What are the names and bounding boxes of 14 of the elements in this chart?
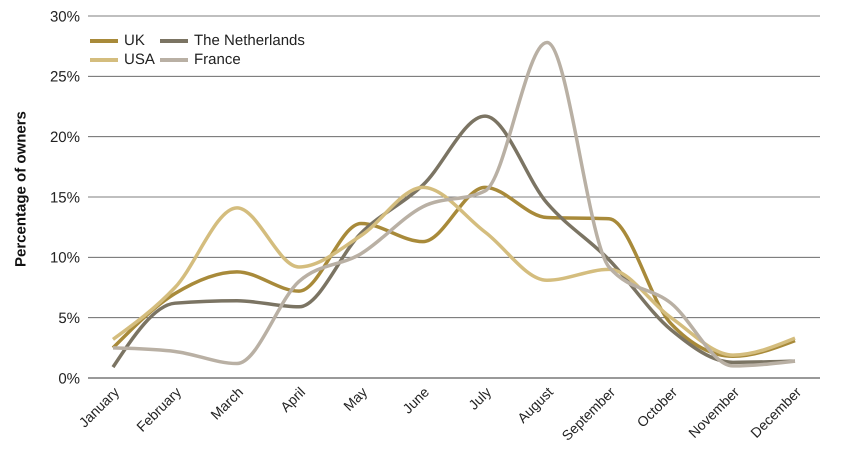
y-tick-label: 15% bbox=[50, 189, 80, 206]
y-axis-title: Percentage of owners bbox=[12, 111, 30, 267]
x-tick-label: July bbox=[465, 384, 494, 413]
y-tick-label: 20% bbox=[50, 128, 80, 146]
y-tick-label: 0% bbox=[58, 370, 80, 388]
legend-label: USA bbox=[124, 51, 155, 68]
y-tick-label: 5% bbox=[58, 310, 80, 327]
legend-label: The Netherlands bbox=[194, 32, 305, 49]
y-tick-label: 25% bbox=[50, 68, 80, 86]
x-tick-label: May bbox=[340, 384, 370, 414]
y-tick-label: 10% bbox=[50, 250, 80, 267]
legend-label: UK bbox=[124, 32, 145, 49]
y-tick-label: 30% bbox=[50, 8, 80, 26]
legend-label: France bbox=[194, 51, 241, 68]
